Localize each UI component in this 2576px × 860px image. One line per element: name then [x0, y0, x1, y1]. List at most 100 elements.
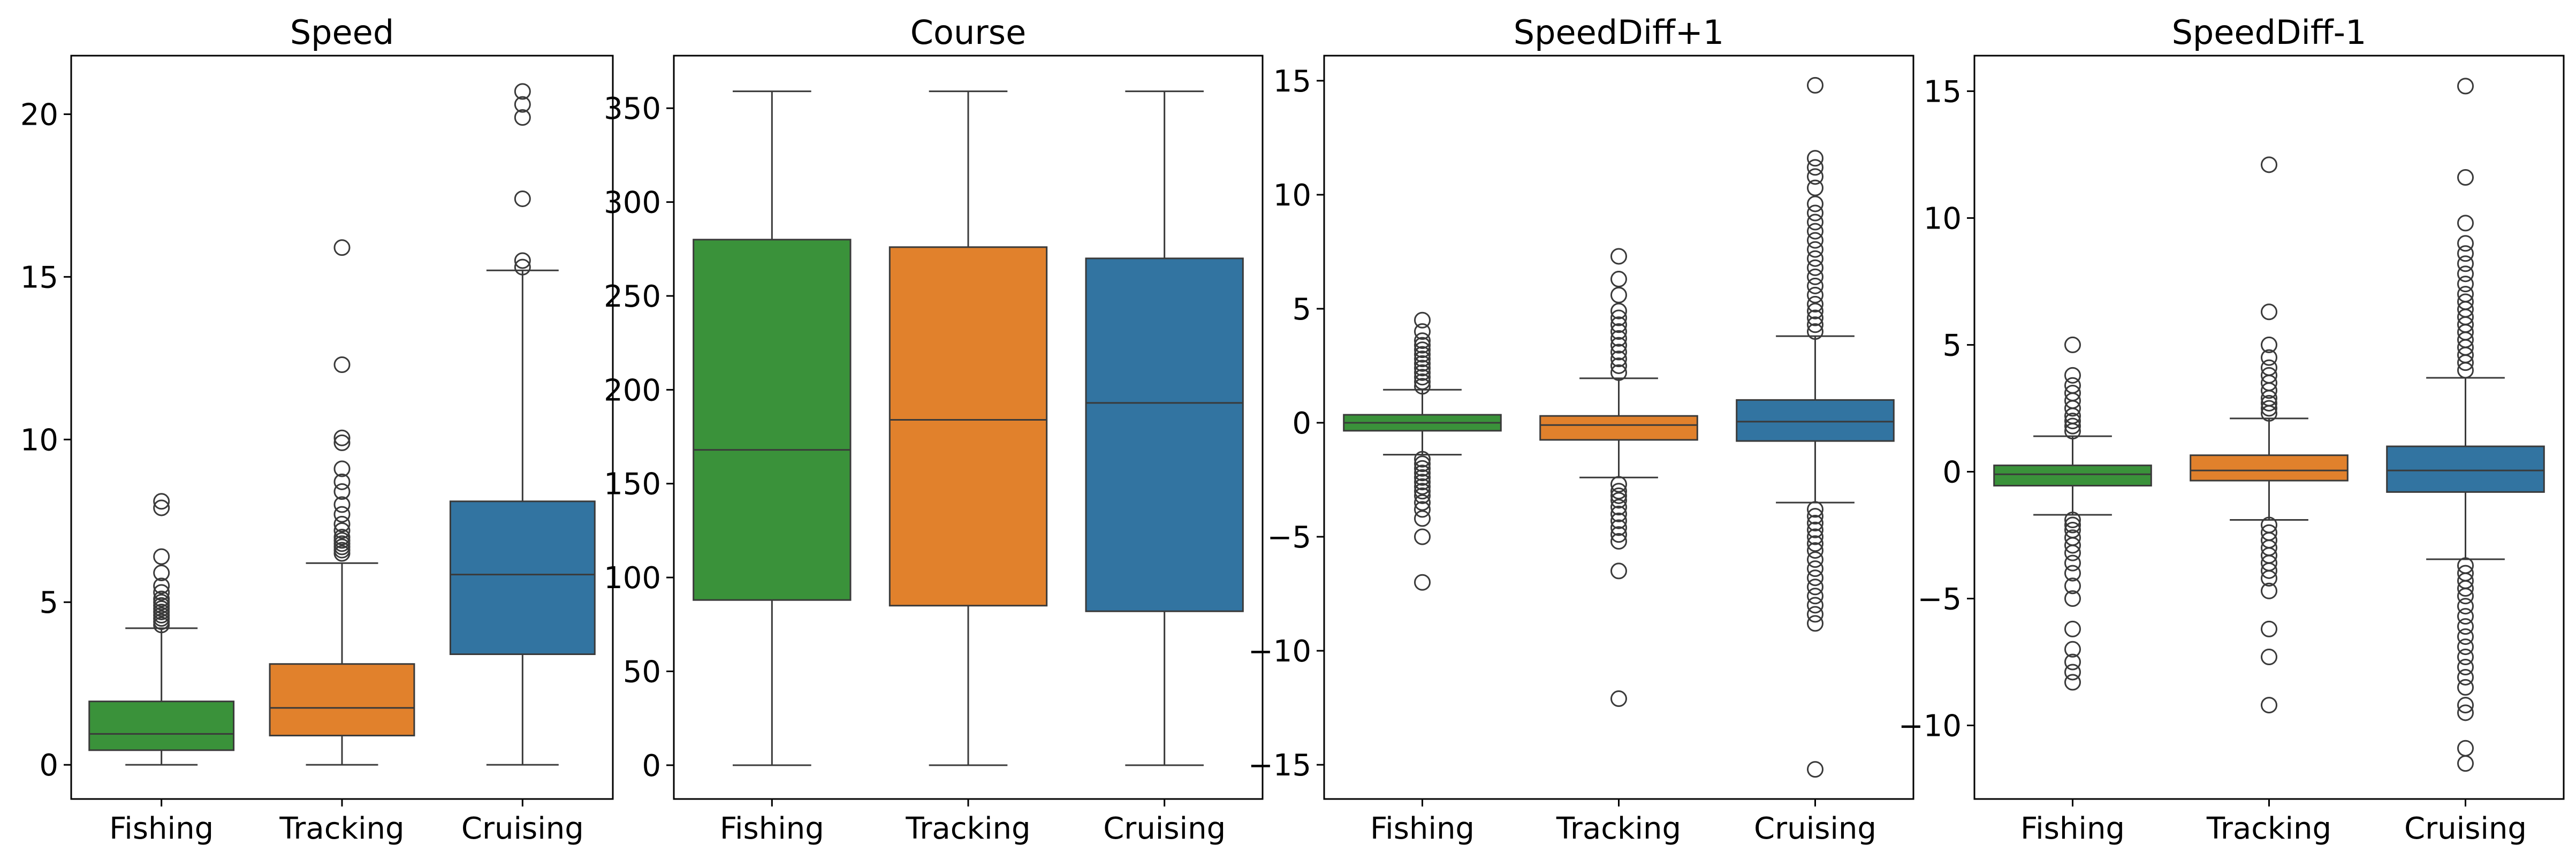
outlier-point — [2457, 293, 2474, 310]
outlier-point — [1414, 465, 1431, 482]
outlier-point — [2457, 588, 2474, 605]
outlier-point — [1610, 357, 1627, 374]
outlier-point — [514, 83, 531, 100]
iqr-box — [449, 500, 596, 655]
outlier-point — [2457, 649, 2474, 666]
outlier-point — [2064, 554, 2081, 572]
outlier-point — [1414, 478, 1431, 495]
outlier-point — [1414, 574, 1431, 591]
outlier-point — [2457, 276, 2474, 293]
outlier-point — [1414, 360, 1431, 377]
outlier-point — [1807, 295, 1823, 313]
outlier-point — [333, 434, 351, 451]
outlier-point — [1610, 492, 1627, 509]
y-tick-label: −5 — [1267, 520, 1311, 555]
y-tick-label: −15 — [1248, 748, 1311, 783]
outlier-point — [1610, 364, 1627, 381]
x-tick-label: Tracking — [1556, 811, 1681, 846]
y-tick-label: 350 — [604, 92, 661, 126]
outlier-point — [2457, 78, 2474, 95]
box-fishing — [1993, 336, 2152, 691]
outlier-point — [153, 590, 170, 607]
outlier-point — [1610, 344, 1627, 361]
subplot-title: Speed — [290, 13, 394, 52]
outlier-point — [2261, 697, 2277, 714]
plot-frame — [1323, 55, 1914, 800]
iqr-box — [88, 701, 235, 751]
outlier-point — [2064, 336, 2081, 353]
outlier-point — [2064, 516, 2081, 534]
outlier-point — [2457, 740, 2474, 757]
outlier-point — [1414, 469, 1431, 486]
box-cruising — [1085, 90, 1244, 766]
outlier-point — [2457, 658, 2474, 675]
outlier-point — [1807, 241, 1823, 258]
outlier-point — [1807, 323, 1823, 340]
y-tick-label: 20 — [20, 97, 58, 132]
outlier-point — [1414, 373, 1431, 390]
outlier-point — [514, 109, 531, 126]
outlier-point — [2457, 265, 2474, 283]
box-cruising — [449, 83, 596, 766]
outlier-point — [1807, 761, 1823, 778]
outlier-point — [2064, 620, 2081, 637]
outlier-point — [1807, 501, 1823, 518]
outlier-point — [1610, 512, 1627, 529]
outlier-point — [2261, 649, 2277, 666]
box-fishing — [693, 90, 852, 766]
outlier-point — [2457, 668, 2474, 686]
outlier-point — [1414, 528, 1431, 545]
y-tick-label: 150 — [604, 467, 661, 502]
outlier-point — [1414, 332, 1431, 349]
outlier-point — [1414, 311, 1431, 329]
x-tick-label: Cruising — [1754, 811, 1876, 846]
outlier-point — [1610, 562, 1627, 580]
outlier-point — [2261, 620, 2277, 637]
y-tick-label: 5 — [1942, 328, 1962, 363]
subplot-title: SpeedDiff+1 — [1514, 13, 1724, 52]
outlier-point — [1414, 455, 1431, 473]
outlier-point — [1414, 501, 1431, 518]
outlier-point — [1807, 535, 1823, 552]
outlier-point — [2457, 255, 2474, 272]
outlier-point — [2064, 413, 2081, 430]
y-tick-label: 10 — [1924, 201, 1962, 236]
subplot-1: Speed 0 5 10 15 20 Fishing Tracking Cruising — [20, 13, 614, 846]
plot-frame — [673, 55, 1264, 800]
y-tick-label: 0 — [39, 748, 58, 783]
plot-frame — [70, 55, 614, 800]
outlier-point — [2261, 349, 2277, 366]
outlier-point — [1807, 528, 1823, 545]
outlier-point — [1807, 551, 1823, 568]
outlier-point — [1807, 542, 1823, 559]
outlier-point — [333, 483, 351, 500]
box-cruising — [1736, 77, 1895, 778]
outlier-point — [1807, 159, 1823, 176]
outlier-point — [1807, 560, 1823, 577]
y-tick-label: 50 — [623, 654, 661, 689]
outlier-point — [1610, 476, 1627, 493]
subplot-3: SpeedDiff+1 −15 −10 −5 0 5 10 15 Fishing Tracking… — [1248, 13, 1914, 846]
outlier-point — [1414, 323, 1431, 340]
box-fishing — [88, 493, 235, 766]
iqr-box — [693, 239, 852, 601]
x-tick-label: Fishing — [720, 811, 824, 846]
y-tick-label: 0 — [642, 749, 661, 783]
outlier-point — [1610, 519, 1627, 536]
outlier-point — [333, 429, 351, 446]
x-tick-label: Cruising — [2404, 811, 2527, 846]
x-tick-label: Fishing — [1370, 811, 1475, 846]
outlier-point — [1414, 355, 1431, 372]
outlier-point — [1807, 508, 1823, 525]
outlier-point — [2261, 394, 2277, 412]
iqr-box — [1085, 257, 1244, 612]
outlier-point — [2261, 562, 2277, 579]
outlier-point — [1610, 526, 1627, 543]
outlier-point — [2261, 156, 2277, 173]
outlier-point — [2457, 608, 2474, 625]
outlier-point — [1610, 690, 1627, 707]
outlier-point — [153, 565, 170, 582]
box-tracking — [269, 239, 415, 766]
box-cruising — [2386, 78, 2545, 772]
outlier-point — [2457, 704, 2474, 721]
